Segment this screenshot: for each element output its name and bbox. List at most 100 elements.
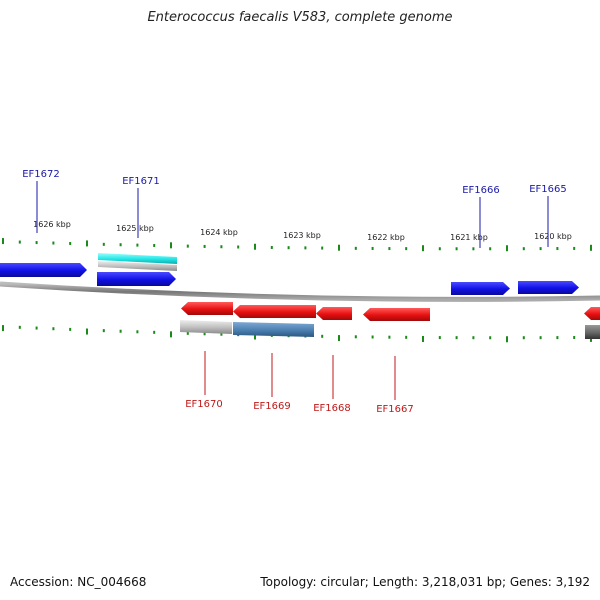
scale-dot-bottom bbox=[438, 336, 441, 340]
scale-dot-top bbox=[388, 247, 391, 251]
scale-dot-top bbox=[405, 247, 408, 251]
scale-dot-top bbox=[455, 247, 458, 251]
scale-dot-bottom bbox=[556, 336, 559, 340]
scale-dot-top bbox=[489, 247, 492, 251]
scale-dot-bottom bbox=[338, 335, 340, 342]
scale-dot-bottom bbox=[405, 335, 408, 339]
scale-dot-top bbox=[237, 245, 240, 249]
scale-dot-top bbox=[304, 246, 307, 250]
scale-dot-bottom bbox=[489, 336, 492, 340]
scale-dot-top bbox=[136, 243, 139, 247]
scale-dot-top bbox=[119, 243, 122, 247]
scale-dot-bottom bbox=[69, 327, 72, 331]
gene-arrow-ef1667[interactable] bbox=[363, 308, 430, 321]
feature-dark-edge[interactable] bbox=[585, 325, 600, 339]
feature-grey-block[interactable] bbox=[98, 261, 177, 271]
scale-dot-top bbox=[102, 242, 105, 246]
scale-dot-top bbox=[506, 245, 508, 252]
scale-dot-top bbox=[254, 243, 256, 250]
scale-dot-bottom bbox=[2, 325, 4, 332]
gene-label-ef1666[interactable]: EF1666 bbox=[462, 185, 500, 196]
kbp-tick-label: 1622 kbp bbox=[367, 233, 405, 242]
scale-dot-bottom bbox=[170, 331, 172, 338]
scale-dot-top bbox=[18, 240, 21, 244]
scale-dot-bottom bbox=[539, 336, 542, 340]
scale-dot-top bbox=[321, 246, 324, 250]
gene-arrow-ef1672[interactable] bbox=[0, 263, 87, 277]
scale-dot-top bbox=[539, 247, 542, 251]
scale-dot-top bbox=[86, 240, 88, 247]
gene-label-ef1669[interactable]: EF1669 bbox=[253, 401, 291, 412]
scale-dot-top bbox=[371, 246, 374, 250]
scale-dot-top bbox=[270, 245, 273, 249]
gene-label-ef1667[interactable]: EF1667 bbox=[376, 404, 414, 415]
gene-arrow-ef1665[interactable] bbox=[518, 281, 579, 294]
scale-dot-top bbox=[170, 242, 172, 249]
gene-arrow-ef1666[interactable] bbox=[451, 282, 510, 295]
gene-label-ef1668[interactable]: EF1668 bbox=[313, 403, 351, 414]
gene-arrow-ef1671[interactable] bbox=[97, 272, 176, 286]
genome-summary-text: Topology: circular; Length: 3,218,031 bp… bbox=[260, 575, 590, 589]
kbp-tick-label: 1623 kbp bbox=[283, 231, 321, 240]
genome-backbone bbox=[0, 281, 600, 302]
scale-dot-bottom bbox=[35, 326, 38, 330]
scale-dot-top bbox=[522, 247, 525, 251]
scale-dot-bottom bbox=[371, 335, 374, 339]
scale-dot-bottom bbox=[102, 329, 105, 333]
gene-label-ef1665[interactable]: EF1665 bbox=[529, 184, 567, 195]
scale-dot-top bbox=[2, 238, 4, 245]
genome-title: Enterococcus faecalis V583, complete gen… bbox=[147, 10, 453, 25]
scale-dot-top bbox=[52, 241, 55, 245]
scale-dot-top bbox=[287, 246, 290, 250]
scale-dot-top bbox=[35, 241, 38, 245]
gene-arrow-ef1669[interactable] bbox=[233, 305, 316, 318]
scale-dot-top bbox=[438, 247, 441, 251]
gene-label-ef1672[interactable]: EF1672 bbox=[22, 169, 60, 180]
kbp-tick-label: 1624 kbp bbox=[200, 228, 238, 237]
scale-dot-top bbox=[556, 247, 559, 251]
kbp-tick-label: 1626 kbp bbox=[33, 220, 71, 229]
scale-dot-bottom bbox=[472, 336, 475, 340]
scale-dot-bottom bbox=[119, 329, 122, 333]
scale-dot-bottom bbox=[220, 332, 223, 336]
scale-dot-top bbox=[69, 241, 72, 245]
scale-dot-bottom bbox=[422, 335, 424, 342]
scale-dot-bottom bbox=[506, 336, 508, 343]
feature-grey-reverse[interactable] bbox=[180, 320, 232, 334]
scale-dot-top bbox=[220, 245, 223, 249]
scale-dot-bottom bbox=[136, 330, 139, 334]
gene-label-ef1670[interactable]: EF1670 bbox=[185, 399, 223, 410]
scale-dot-top bbox=[354, 246, 357, 250]
scale-dot-bottom bbox=[153, 330, 156, 334]
scale-dot-bottom bbox=[388, 335, 391, 339]
scale-dot-top bbox=[573, 246, 576, 250]
scale-dot-bottom bbox=[52, 327, 55, 331]
feature-cyan-block[interactable] bbox=[98, 253, 177, 264]
kbp-tick-label: 1625 kbp bbox=[116, 224, 154, 233]
scale-dot-top bbox=[472, 247, 475, 251]
scale-dot-top bbox=[590, 244, 592, 251]
gene-arrow-ef1668[interactable] bbox=[316, 307, 352, 320]
scale-dot-bottom bbox=[254, 333, 256, 340]
scale-dot-bottom bbox=[522, 336, 525, 340]
gene-arrow-ef1670[interactable] bbox=[181, 302, 233, 315]
scale-dot-top bbox=[153, 243, 156, 247]
scale-dot-bottom bbox=[573, 336, 576, 340]
kbp-tick-label: 1621 kbp bbox=[450, 233, 488, 242]
feature-steel-block[interactable] bbox=[233, 322, 314, 337]
gene-label-ef1671[interactable]: EF1671 bbox=[122, 176, 160, 187]
scale-dot-top bbox=[203, 244, 206, 248]
scale-dot-top bbox=[338, 244, 340, 251]
gene-arrow-edge-red[interactable] bbox=[584, 307, 600, 320]
scale-dot-bottom bbox=[18, 325, 21, 329]
scale-dot-bottom bbox=[203, 332, 206, 336]
accession-text: Accession: NC_004668 bbox=[10, 575, 147, 589]
scale-dot-bottom bbox=[455, 336, 458, 340]
scale-dot-top bbox=[422, 245, 424, 252]
scale-dot-bottom bbox=[86, 328, 88, 335]
kbp-tick-label: 1620 kbp bbox=[534, 232, 572, 241]
scale-dot-top bbox=[186, 244, 189, 248]
scale-dot-bottom bbox=[186, 331, 189, 335]
scale-dot-bottom bbox=[354, 335, 357, 339]
